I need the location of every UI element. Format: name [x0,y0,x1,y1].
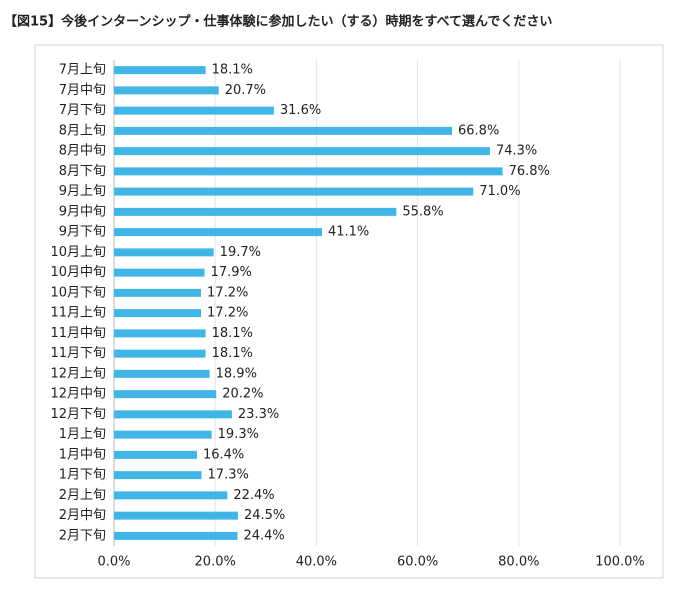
data-label: 18.1% [212,326,253,341]
y-tick-label: 9月下旬 [59,225,106,240]
y-tick-label: 11月中旬 [50,326,106,341]
data-label: 17.2% [207,306,248,321]
chart-title: 【図15】今後インターンシップ・仕事体験に参加したい（する）時期をすべて選んでく… [4,14,552,30]
y-tick-label: 7月下旬 [59,103,106,118]
bar [114,309,202,318]
data-label: 20.7% [225,83,266,98]
data-label: 19.3% [218,427,259,442]
x-tick-label: 60.0% [397,555,438,570]
y-tick-label: 12月中旬 [50,387,106,402]
bar [114,369,210,378]
bar [114,288,202,297]
data-label: 16.4% [203,447,244,462]
y-tick-label: 10月上旬 [50,245,106,260]
bar [114,511,238,520]
bar [114,450,197,459]
data-label: 23.3% [238,407,279,422]
data-label: 18.9% [216,366,257,381]
data-label: 66.8% [458,123,499,138]
y-tick-label: 1月中旬 [59,447,106,462]
x-tick-label: 20.0% [195,555,236,570]
bar [114,106,274,115]
bar [114,187,474,196]
data-label: 18.1% [212,346,253,361]
y-tick-label: 11月上旬 [50,306,106,321]
bar [114,86,219,95]
bar [114,147,490,156]
bar [114,390,217,399]
y-tick-label: 2月下旬 [59,528,106,543]
data-label: 71.0% [479,184,520,199]
bar [114,248,214,257]
data-label: 19.7% [220,245,261,260]
bar [114,268,205,277]
y-tick-label: 10月中旬 [50,265,106,280]
y-tick-label: 7月上旬 [59,63,106,78]
data-label: 17.2% [207,285,248,300]
x-tick-label: 40.0% [296,555,337,570]
x-tick-label: 80.0% [498,555,539,570]
data-label: 31.6% [280,103,321,118]
data-label: 24.4% [243,528,284,543]
x-tick-label: 0.0% [97,555,130,570]
bar [114,207,397,216]
y-tick-label: 2月中旬 [59,508,106,523]
data-label: 18.1% [212,63,253,78]
bar [114,531,238,540]
y-tick-label: 8月上旬 [59,123,106,138]
y-tick-label: 11月下旬 [50,346,106,361]
data-label: 41.1% [328,225,369,240]
y-tick-label: 8月下旬 [59,164,106,179]
data-label: 74.3% [496,144,537,159]
x-tick-label: 100.0% [595,555,645,570]
data-label: 17.3% [208,468,249,483]
bar [114,430,212,439]
data-label: 76.8% [509,164,550,179]
bar [114,126,453,135]
data-label: 20.2% [222,387,263,402]
bar [114,329,206,338]
bar [114,66,206,75]
data-label: 24.5% [244,508,285,523]
y-tick-label: 2月上旬 [59,488,106,503]
bar [114,349,206,358]
bar [114,228,322,237]
y-tick-label: 9月上旬 [59,184,106,199]
y-tick-label: 1月上旬 [59,427,106,442]
y-tick-label: 8月中旬 [59,144,106,159]
bar [114,491,228,500]
y-tick-label: 10月下旬 [50,285,106,300]
y-tick-label: 7月中旬 [59,83,106,98]
bar [114,471,202,480]
y-tick-label: 1月下旬 [59,468,106,483]
y-tick-label: 12月下旬 [50,407,106,422]
bar [114,410,232,419]
y-tick-label: 9月中旬 [59,204,106,219]
data-label: 55.8% [402,204,443,219]
data-label: 22.4% [233,488,274,503]
y-tick-label: 12月上旬 [50,366,106,381]
data-label: 17.9% [211,265,252,280]
chart-frame [34,44,664,579]
bar [114,167,503,176]
